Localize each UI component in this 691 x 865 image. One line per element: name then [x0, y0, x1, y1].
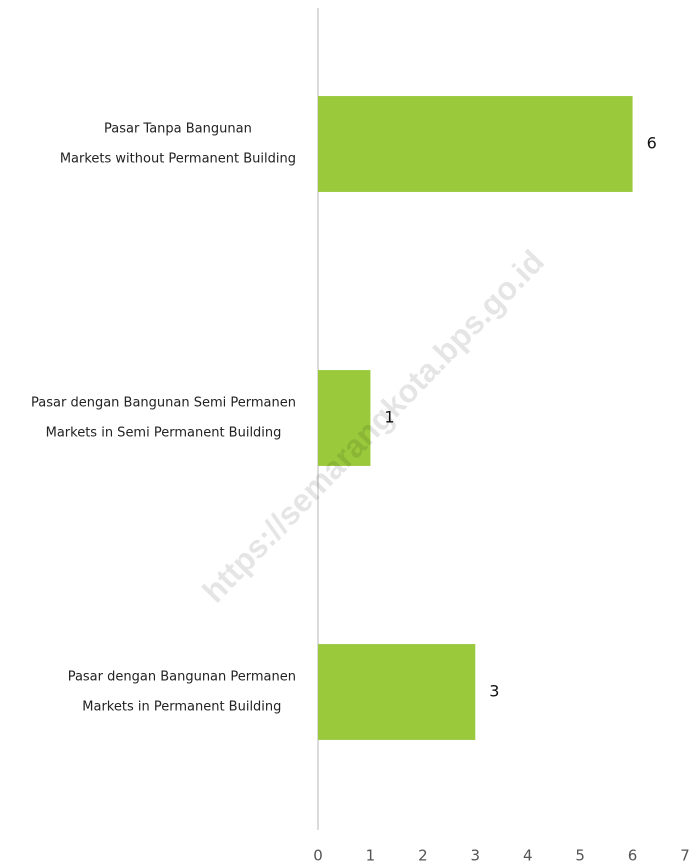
x-tick-label: 7	[680, 847, 690, 865]
x-tick-label: 1	[366, 847, 376, 865]
y-tick-label: Pasar dengan Bangunan Semi Permanen	[31, 396, 296, 411]
value-label: 1	[384, 408, 394, 427]
bar	[318, 370, 371, 466]
x-tick-label: 4	[523, 847, 533, 865]
value-label: 3	[489, 682, 499, 701]
x-tick-label: 0	[313, 847, 323, 865]
x-tick-label: 5	[575, 847, 585, 865]
y-tick-label: Pasar Tanpa Bangunan	[104, 122, 252, 137]
x-tick-label: 6	[628, 847, 638, 865]
y-tick-label: Pasar dengan Bangunan Permanen	[68, 670, 296, 685]
x-tick-label: 3	[471, 847, 481, 865]
y-tick-label: Markets in Semi Permanent Building	[46, 426, 282, 441]
x-tick-label: 2	[418, 847, 428, 865]
bar	[318, 644, 476, 740]
y-tick-label: Markets without Permanent Building	[60, 152, 296, 167]
y-tick-label: Markets in Permanent Building	[82, 700, 281, 715]
bar	[318, 96, 633, 192]
value-label: 6	[647, 134, 657, 153]
